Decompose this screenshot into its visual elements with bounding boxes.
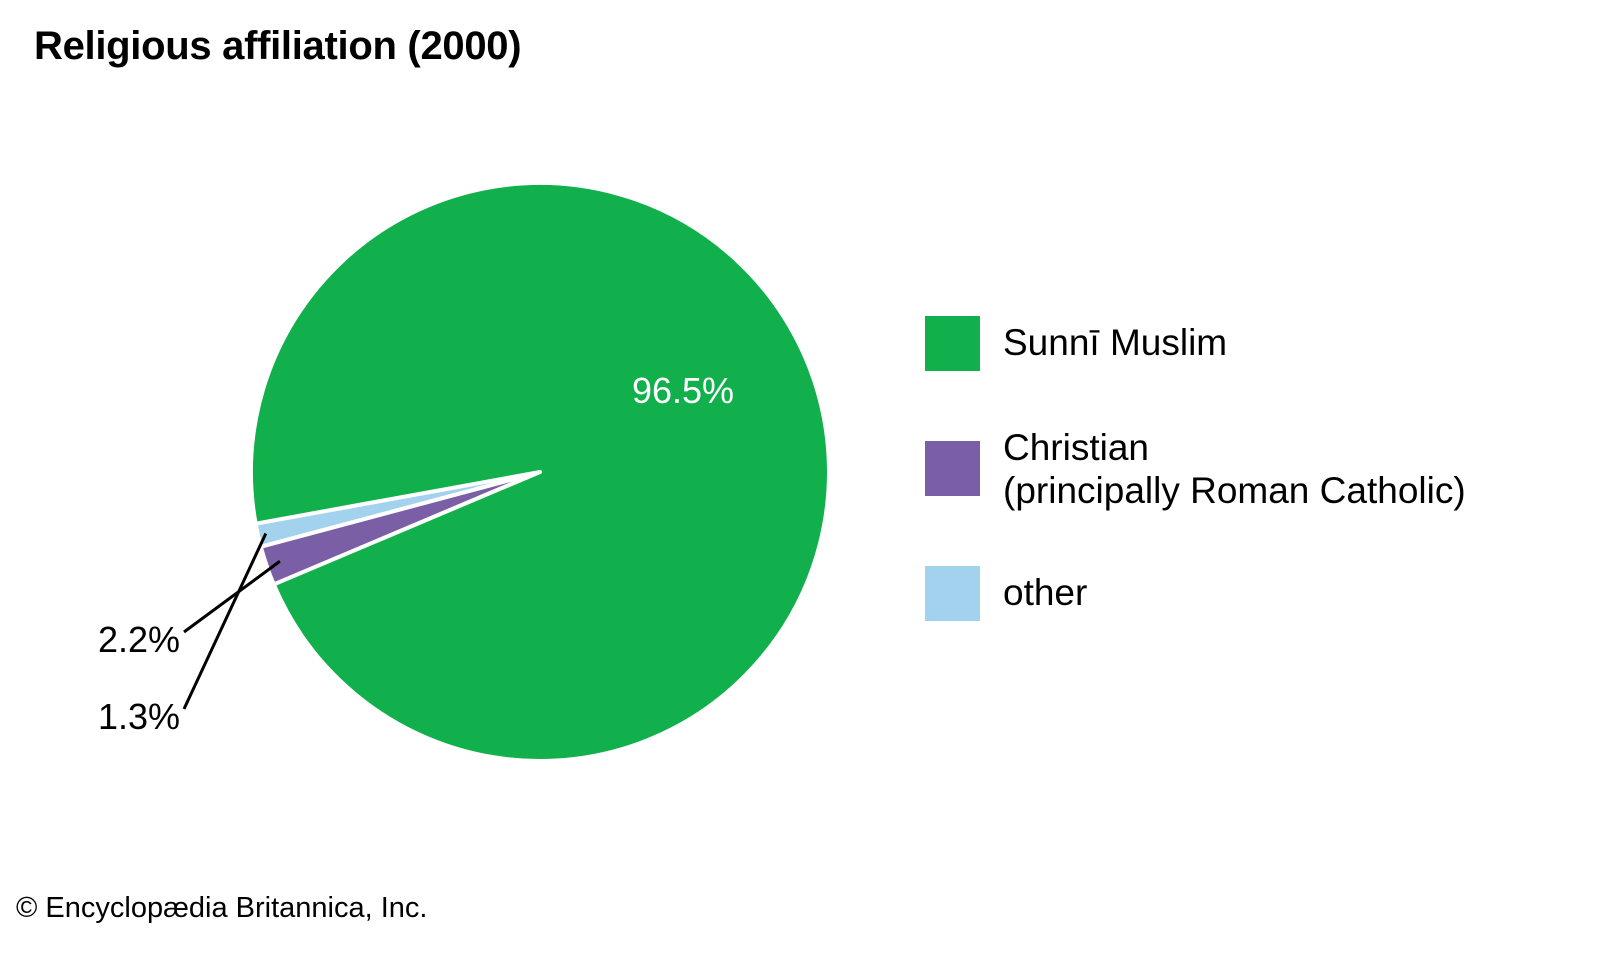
leader-lines: [182, 532, 281, 710]
legend-swatch-other: [925, 566, 980, 621]
legend-text: Christian: [1003, 427, 1149, 468]
leader-line-christian: [183, 560, 281, 634]
legend-label-other: other: [1003, 571, 1087, 614]
slice-label-sunni-muslim: 96.5%: [632, 370, 734, 411]
chart-title: Religious affiliation (2000): [34, 24, 522, 68]
pie-chart: 96.5% 2.2% 1.3%: [98, 181, 831, 763]
legend-text-secondary: (principally Roman Catholic): [1003, 470, 1466, 511]
pie-slice-sunn: [249, 181, 831, 763]
legend-swatch-sunni-muslim: [925, 316, 980, 371]
legend-label-sunni-muslim: Sunnī Muslim: [1003, 321, 1227, 364]
copyright-credit: © Encyclopædia Britannica, Inc.: [16, 892, 428, 924]
slice-labels: 96.5% 2.2% 1.3%: [98, 370, 734, 737]
legend: Sunnī Muslim Christian (principally Roma…: [925, 0, 1565, 961]
legend-swatch-christian: [925, 441, 980, 496]
slice-label-other: 1.3%: [98, 696, 180, 737]
slice-label-christian: 2.2%: [98, 619, 180, 660]
legend-text: other: [1003, 572, 1088, 613]
leader-line-other: [182, 532, 268, 710]
pie-slices: [249, 181, 831, 763]
legend-label-christian: Christian (principally Roman Catholic): [1003, 426, 1466, 512]
legend-text: Sunnī Muslim: [1003, 322, 1228, 363]
